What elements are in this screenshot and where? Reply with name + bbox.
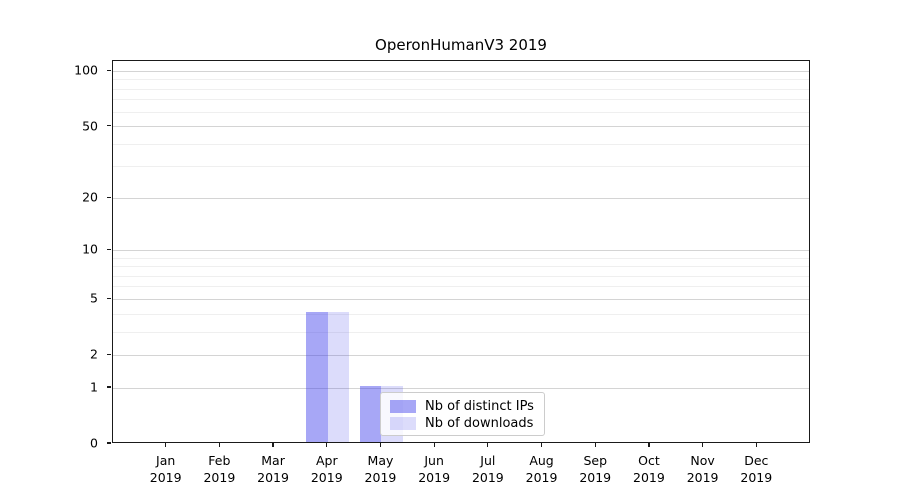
legend-item: Nb of distinct IPs (390, 398, 536, 414)
x-tick-mark (218, 443, 220, 447)
legend-label: Nb of distinct IPs (425, 398, 534, 414)
chart-title: OperonHumanV3 2019 (375, 36, 547, 54)
gridline (113, 126, 809, 128)
x-tick-mark (379, 443, 382, 447)
y-tick-mark (107, 297, 111, 299)
x-tick-mark (755, 443, 757, 447)
x-tick-mark (487, 443, 489, 447)
legend-swatch (390, 399, 416, 413)
x-tick-mark (272, 443, 274, 447)
gridline (113, 387, 809, 389)
gridline (113, 111, 809, 113)
gridline (113, 70, 809, 72)
legend-item: Nb of downloads (390, 415, 536, 431)
plot-area (112, 60, 810, 443)
y-tick-label: 5 (90, 290, 98, 306)
x-tick-mark (326, 443, 328, 447)
y-tick-mark (107, 353, 111, 355)
gridline (113, 88, 809, 90)
x-tick-mark (540, 443, 543, 447)
x-tick-label: Jan 2019 (149, 453, 182, 485)
gridline (113, 354, 809, 356)
y-tick-label: 50 (82, 118, 98, 134)
x-tick-mark (702, 443, 704, 447)
gridline (113, 197, 809, 199)
y-tick-mark (107, 69, 111, 72)
x-tick-label: May 2019 (364, 453, 397, 485)
y-tick-label: 0 (90, 435, 98, 451)
legend-label: Nb of downloads (425, 415, 534, 431)
gridline (113, 166, 809, 168)
gridline (113, 249, 809, 251)
legend-swatch (390, 416, 416, 430)
gridline (113, 79, 809, 81)
y-tick-mark (107, 125, 111, 127)
x-tick-mark (433, 443, 435, 447)
bar-may-s0 (359, 386, 382, 442)
x-tick-label: Nov 2019 (686, 453, 719, 485)
x-tick-mark (648, 443, 650, 447)
x-tick-mark (594, 443, 596, 447)
y-tick-label: 1 (90, 379, 98, 395)
x-tick-mark (165, 443, 167, 447)
y-tick-mark (107, 442, 111, 444)
gridline (113, 298, 809, 300)
y-tick-label: 20 (82, 189, 98, 205)
y-tick-mark (107, 386, 111, 388)
bar-apr-s0 (306, 312, 328, 442)
x-tick-label: Jul 2019 (471, 453, 504, 485)
x-tick-label: Sep 2019 (579, 453, 612, 485)
x-tick-label: Feb 2019 (203, 453, 236, 485)
gridline (113, 286, 809, 288)
gridline (113, 266, 809, 268)
x-tick-label: Dec 2019 (740, 453, 773, 485)
y-tick-mark (107, 196, 111, 198)
y-tick-label: 10 (82, 241, 98, 257)
gridline (113, 99, 809, 101)
x-tick-label: Jun 2019 (418, 453, 451, 485)
bar-apr-s1 (327, 312, 350, 442)
gridline (113, 275, 809, 277)
y-tick-label: 2 (90, 346, 98, 362)
legend: Nb of distinct IPs Nb of downloads (380, 392, 545, 436)
x-tick-label: Mar 2019 (257, 453, 289, 485)
x-tick-label: Apr 2019 (310, 453, 343, 485)
gridline (113, 257, 809, 259)
gridline (113, 331, 809, 333)
y-tick-label: 100 (74, 62, 98, 78)
x-tick-label: Aug 2019 (525, 453, 558, 485)
y-tick-mark (107, 248, 111, 251)
gridline (113, 313, 809, 315)
x-tick-label: Oct 2019 (633, 453, 665, 485)
gridline (113, 143, 809, 145)
